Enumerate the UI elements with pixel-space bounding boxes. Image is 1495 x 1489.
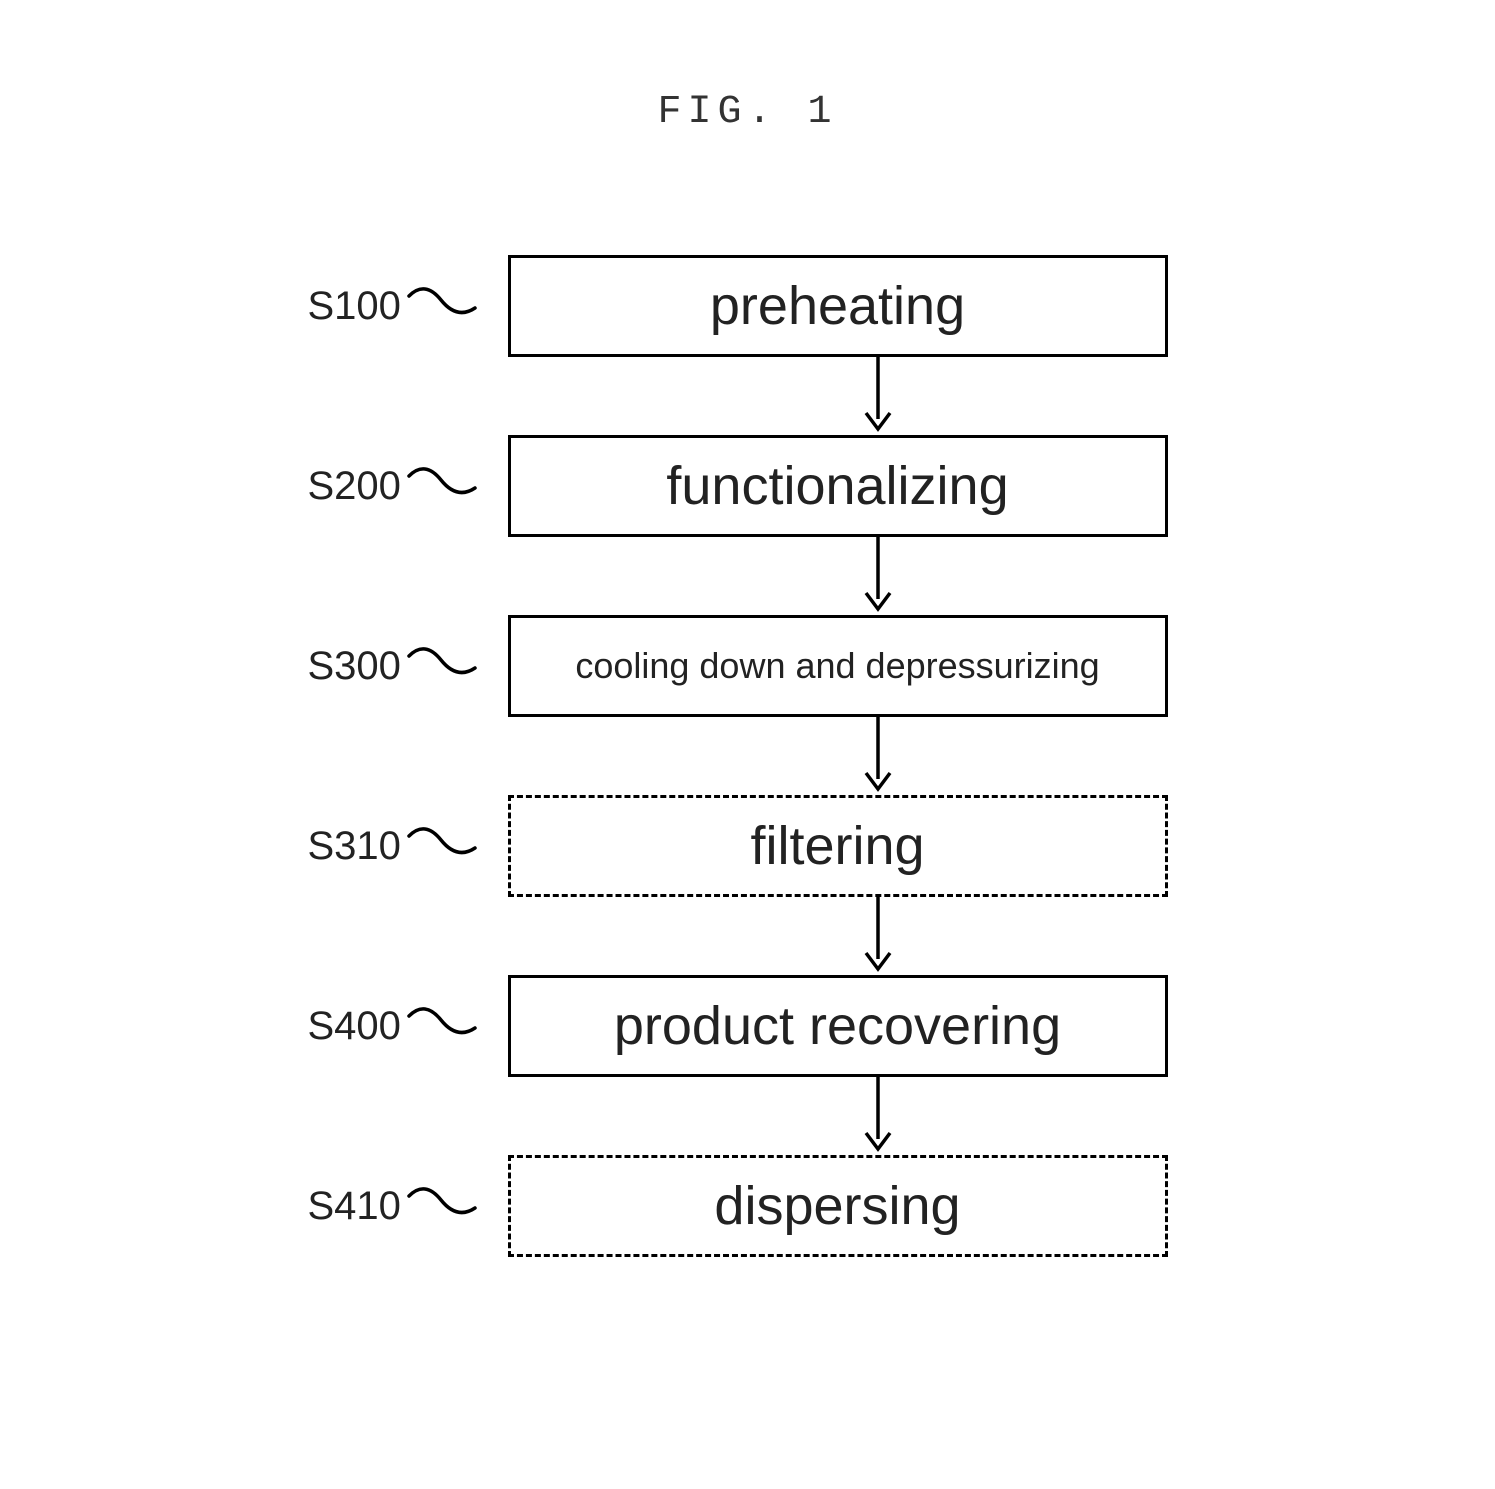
- box-text: cooling down and depressurizing: [575, 645, 1099, 687]
- arrow-down: [548, 717, 1208, 795]
- flow-box-cooling: cooling down and depressurizing: [508, 615, 1168, 717]
- figure-container: FIG. 1 S100 preheating S200: [248, 90, 1248, 1257]
- step-label: S410: [308, 1184, 479, 1229]
- figure-title: FIG. 1: [248, 90, 1248, 135]
- step-id: S100: [308, 284, 401, 329]
- squiggle-connector: [407, 826, 479, 866]
- flowchart: S100 preheating S200: [248, 255, 1248, 1257]
- flow-box-functionalizing: functionalizing: [508, 435, 1168, 537]
- flow-row: S310 filtering: [248, 795, 1248, 897]
- step-label: S200: [308, 464, 479, 509]
- step-id: S410: [308, 1184, 401, 1229]
- squiggle-connector: [407, 1186, 479, 1226]
- flow-row: S200 functionalizing: [248, 435, 1248, 537]
- squiggle-connector: [407, 466, 479, 506]
- arrow-down: [548, 1077, 1208, 1155]
- flow-box-dispersing: dispersing: [508, 1155, 1168, 1257]
- box-text: filtering: [750, 815, 924, 877]
- squiggle-connector: [407, 1006, 479, 1046]
- arrow-down: [548, 897, 1208, 975]
- flow-box-filtering: filtering: [508, 795, 1168, 897]
- flow-box-preheating: preheating: [508, 255, 1168, 357]
- box-text: preheating: [710, 275, 965, 337]
- arrow-down: [548, 357, 1208, 435]
- step-label: S100: [308, 284, 479, 329]
- box-text: product recovering: [614, 995, 1061, 1057]
- box-text: functionalizing: [666, 455, 1008, 517]
- step-label: S400: [308, 1004, 479, 1049]
- flow-row: S400 product recovering: [248, 975, 1248, 1077]
- box-text: dispersing: [714, 1175, 960, 1237]
- step-label: S310: [308, 824, 479, 869]
- step-id: S200: [308, 464, 401, 509]
- step-id: S310: [308, 824, 401, 869]
- arrow-down: [548, 537, 1208, 615]
- squiggle-connector: [407, 646, 479, 686]
- flow-row: S100 preheating: [248, 255, 1248, 357]
- flow-row: S300 cooling down and depressurizing: [248, 615, 1248, 717]
- flow-row: S410 dispersing: [248, 1155, 1248, 1257]
- flow-box-product-recovering: product recovering: [508, 975, 1168, 1077]
- step-id: S400: [308, 1004, 401, 1049]
- step-label: S300: [308, 644, 479, 689]
- squiggle-connector: [407, 286, 479, 326]
- step-id: S300: [308, 644, 401, 689]
